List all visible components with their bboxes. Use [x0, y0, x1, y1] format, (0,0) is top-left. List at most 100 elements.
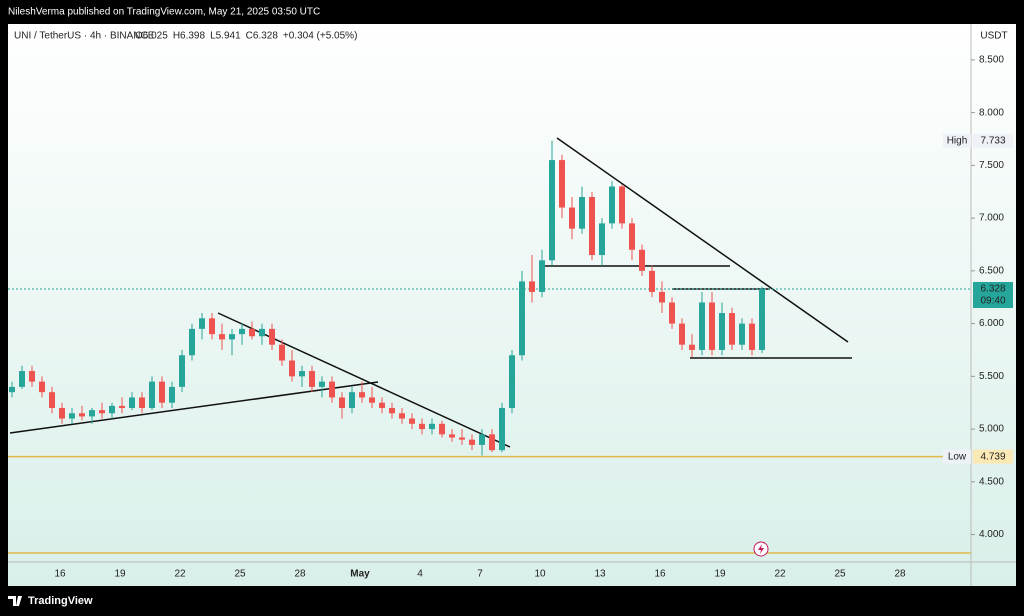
candle-body	[349, 392, 355, 408]
candle-body	[519, 281, 525, 356]
candle-body	[739, 323, 745, 345]
brand-logo	[8, 596, 22, 606]
candle-body	[659, 291, 665, 303]
brand: TradingView	[28, 595, 93, 607]
candle-body	[549, 160, 555, 261]
candle-body	[689, 344, 695, 350]
candle-body	[459, 437, 465, 440]
candle-body	[649, 270, 655, 292]
candle-body	[149, 381, 155, 408]
legend-value: L5.941	[210, 31, 241, 42]
candle-body	[429, 423, 435, 430]
candle-body	[49, 392, 55, 408]
low-tag-label: Low	[948, 451, 967, 462]
candle-body	[69, 413, 75, 419]
candle-body	[199, 318, 205, 329]
high-tag-label: High	[947, 135, 968, 146]
x-tick-label: 13	[594, 569, 606, 580]
candle-body	[639, 249, 645, 271]
candle-body	[299, 371, 305, 377]
candle-body	[89, 410, 95, 417]
candle-body	[699, 302, 705, 350]
candle-body	[19, 371, 25, 387]
candle-body	[159, 381, 165, 403]
chart-area	[8, 24, 1016, 586]
x-tick-label: 28	[294, 569, 306, 580]
x-tick-label: 16	[654, 569, 666, 580]
candle-body	[269, 328, 275, 345]
y-tick-label: 5.000	[979, 424, 1004, 435]
candle-body	[329, 381, 335, 398]
x-tick-label: 28	[894, 569, 906, 580]
candle-body	[239, 328, 245, 335]
candle-body	[189, 328, 195, 356]
high-tag-box	[943, 133, 971, 148]
last-price-tag	[973, 281, 1013, 308]
candle-body	[709, 302, 715, 350]
candle-body	[389, 407, 395, 414]
countdown: 09:40	[980, 296, 1005, 307]
candle-body	[609, 186, 615, 224]
legend-value: C6.328	[246, 31, 279, 42]
candle-body	[339, 397, 345, 408]
candle-body	[399, 413, 405, 419]
candle-body	[219, 334, 225, 340]
y-tick-label: 7.000	[979, 213, 1004, 224]
x-tick-label: 4	[417, 569, 423, 580]
legend-value: O6.025	[135, 31, 168, 42]
x-tick-label: 25	[234, 569, 246, 580]
publisher: NileshVerma published on TradingView.com…	[8, 7, 320, 18]
x-tick-label: 22	[774, 569, 786, 580]
candle-body	[669, 302, 675, 324]
symbol: UNI / TetherUS · 4h · BINANCE	[14, 31, 155, 42]
candle-body	[679, 323, 685, 345]
candle-body	[119, 405, 125, 408]
candle-body	[99, 410, 105, 414]
candle-body	[599, 223, 605, 256]
candle-body	[139, 397, 145, 408]
candle-body	[379, 402, 385, 408]
legend-value: +0.304 (+5.05%)	[283, 31, 358, 42]
x-tick-label: 7	[477, 569, 483, 580]
candle-body	[619, 186, 625, 224]
candle-body	[489, 434, 495, 451]
high-tag-value: 7.733	[980, 135, 1005, 146]
y-tick-label: 6.500	[979, 265, 1004, 276]
x-tick-label: 22	[174, 569, 186, 580]
candle-body	[289, 360, 295, 377]
candle-body	[319, 381, 325, 387]
low-tag	[973, 449, 1013, 464]
candle-body	[569, 207, 575, 229]
footer-bar	[0, 588, 1024, 616]
candle-body	[29, 371, 35, 382]
candle-body	[79, 413, 85, 417]
candle-body	[259, 328, 265, 337]
event-icon-glyph	[758, 544, 764, 554]
candle-body	[579, 197, 585, 229]
x-tick-label: May	[350, 569, 370, 580]
candle-body	[449, 434, 455, 438]
candle-body	[729, 313, 735, 345]
trendline	[217, 312, 511, 448]
y-tick-label: 8.500	[979, 55, 1004, 66]
trendline	[9, 381, 379, 434]
candle-body	[109, 405, 115, 414]
candle-body	[179, 355, 185, 387]
x-tick-label: 16	[54, 569, 66, 580]
x-tick-label: 19	[114, 569, 126, 580]
y-tick-label: 7.500	[979, 160, 1004, 171]
low-tag-box	[943, 449, 971, 464]
candle-body	[419, 423, 425, 430]
candle-body	[589, 197, 595, 256]
candle-body	[409, 418, 415, 424]
candle-body	[359, 392, 365, 398]
y-tick-label: 4.500	[979, 476, 1004, 487]
candle-body	[479, 434, 485, 445]
last-price-value: 6.328	[980, 284, 1005, 295]
candle-body	[749, 323, 755, 350]
currency: USDT	[980, 31, 1007, 42]
x-tick-label: 10	[534, 569, 546, 580]
candle-body	[129, 397, 135, 408]
